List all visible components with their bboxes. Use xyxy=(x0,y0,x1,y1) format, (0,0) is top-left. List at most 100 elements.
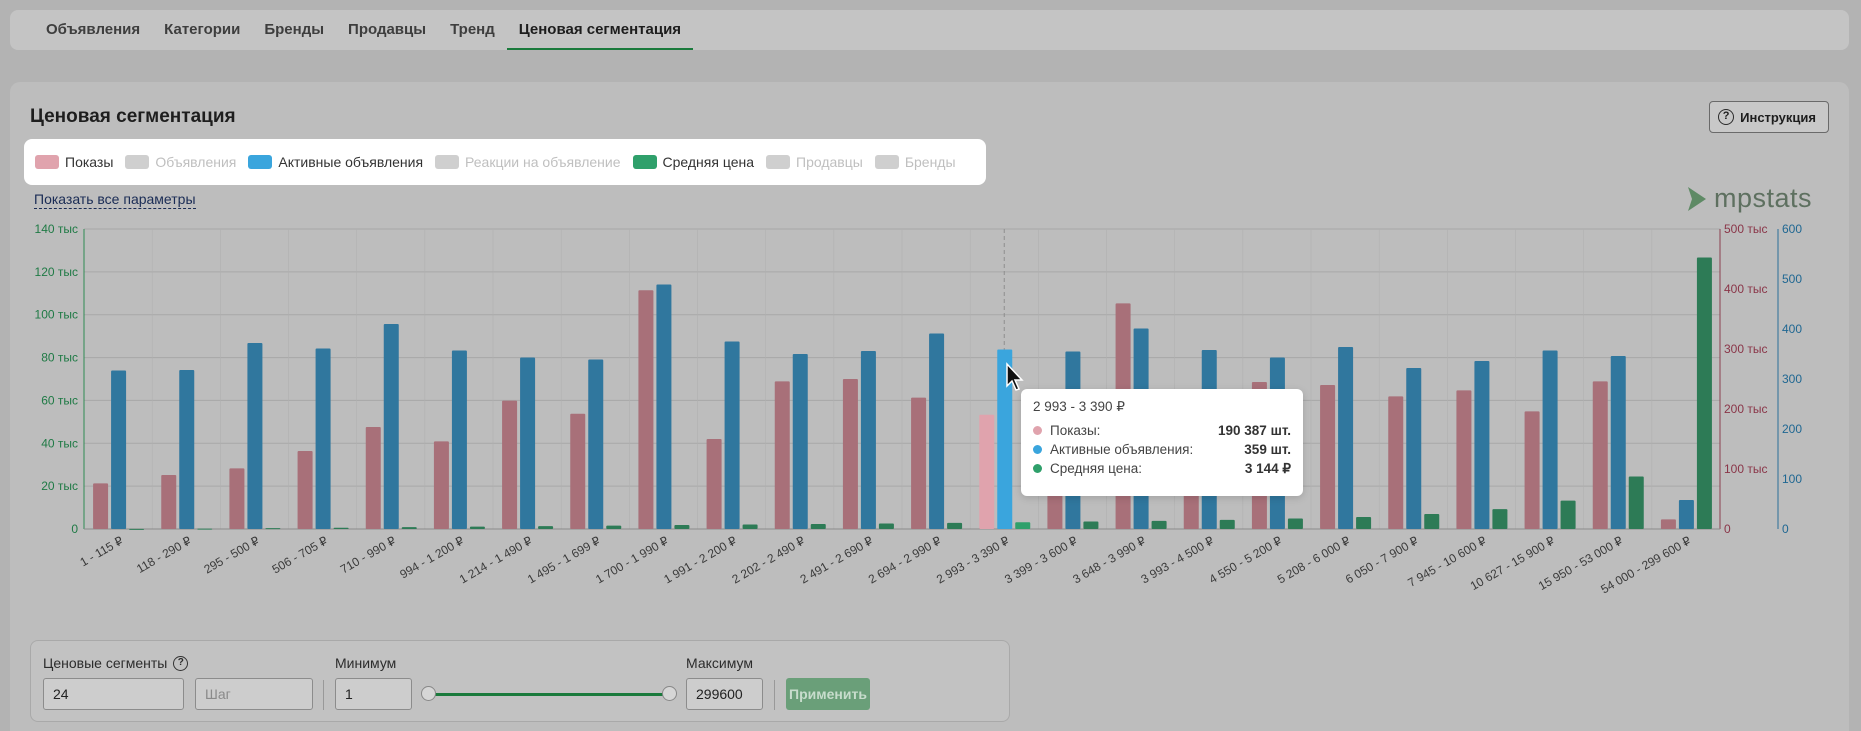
series-views-bar xyxy=(911,397,927,529)
range-slider-min-handle[interactable] xyxy=(421,686,436,701)
min-input[interactable] xyxy=(335,678,412,710)
tooltip-dot xyxy=(1033,445,1042,454)
question-icon[interactable]: ? xyxy=(173,655,189,671)
x-tick-label: 2 993 - 3 390 ₽ xyxy=(934,533,1012,586)
legend-item-views[interactable]: Показы xyxy=(35,154,113,170)
legend-item-avg-price[interactable]: Средняя цена xyxy=(632,154,755,170)
step-input[interactable] xyxy=(195,678,313,710)
legend-item-brands[interactable]: Бренды xyxy=(874,154,956,170)
x-tick-label: 1 - 115 ₽ xyxy=(78,533,126,569)
price-segmentation-chart: 0 20 тыс 40 тыс 60 тыс 80 тыс 100 тыс 120 тыс 1… xyxy=(35,222,1803,596)
series-views-bar xyxy=(1320,385,1336,529)
series-active-ads-bar xyxy=(1474,361,1490,529)
series-views-bar xyxy=(638,290,654,529)
show-all-params-link[interactable]: Показать все параметры xyxy=(34,191,196,209)
segments-input[interactable] xyxy=(43,678,184,710)
segments-label-text: Ценовые сегменты xyxy=(43,655,168,671)
series-views-bar xyxy=(365,427,381,529)
segments-label: Ценовые сегменты ? xyxy=(43,655,189,671)
instruction-button[interactable]: ? Инструкция xyxy=(1709,101,1829,133)
y-left-tick-label: 20 тыс xyxy=(41,479,78,493)
x-tick-label: 2 694 - 2 990 ₽ xyxy=(866,533,944,586)
tooltip-dot xyxy=(1033,426,1042,435)
x-tick-label: 3 648 - 3 990 ₽ xyxy=(1070,533,1148,586)
series-views-bar xyxy=(1388,396,1404,529)
legend-item-reactions[interactable]: Реакции на объявление xyxy=(435,154,621,170)
tooltip-row-avg-price: Средняя цена: 3 144 ₽ xyxy=(1033,459,1291,478)
tab-categories[interactable]: Категории xyxy=(164,21,241,38)
y-left-tick-label: 140 тыс xyxy=(35,222,78,236)
logo-text: mpstats xyxy=(1714,183,1813,213)
y-left-tick-label: 60 тыс xyxy=(41,393,78,407)
x-tick-label: 3 399 - 3 600 ₽ xyxy=(1002,533,1080,586)
series-avg-price-bar xyxy=(1356,516,1372,529)
legend-swatch xyxy=(632,155,657,169)
series-views-bar xyxy=(229,468,245,529)
series-active-ads-bar xyxy=(929,333,945,529)
x-tick-label: 4 550 - 5 200 ₽ xyxy=(1207,533,1285,586)
max-input[interactable] xyxy=(686,678,763,710)
series-avg-price-bar xyxy=(1083,521,1099,529)
range-slider-max-handle[interactable] xyxy=(662,686,677,701)
y-left-tick-label: 100 тыс xyxy=(35,308,78,322)
y-left-tick-label: 120 тыс xyxy=(35,265,78,279)
y-left-tick-label: 40 тыс xyxy=(41,436,78,450)
y-right2-tick-label: 200 xyxy=(1782,422,1802,436)
divider xyxy=(323,680,324,710)
tooltip-label: Средняя цена: xyxy=(1050,461,1142,476)
y-right1-tick-label: 100 тыс xyxy=(1724,462,1767,476)
top-tabs: Объявления Категории Бренды Продавцы Тре… xyxy=(10,10,1849,50)
range-slider-track[interactable] xyxy=(429,693,669,696)
legend-label: Активные объявления xyxy=(278,154,424,170)
legend-label: Показы xyxy=(65,154,114,170)
min-label: Минимум xyxy=(335,655,397,671)
tab-price-segmentation[interactable]: Ценовая сегментация xyxy=(506,10,694,50)
x-tick-label: 295 - 500 ₽ xyxy=(201,533,262,576)
y-right1-tick-label: 300 тыс xyxy=(1724,342,1767,356)
series-active-ads-bar xyxy=(1406,368,1422,529)
tooltip-value: 190 387 шт. xyxy=(1218,423,1291,438)
series-active-ads-bar xyxy=(451,350,467,529)
x-tick-label: 506 - 705 ₽ xyxy=(270,533,331,576)
x-tick-label: 1 700 - 1 990 ₽ xyxy=(593,533,671,586)
series-avg-price-bar xyxy=(401,527,417,529)
tab-sellers[interactable]: Продавцы xyxy=(348,21,427,38)
question-icon: ? xyxy=(1718,109,1735,125)
x-tick-label: 5 208 - 6 000 ₽ xyxy=(1275,533,1353,586)
series-views-bar xyxy=(1592,381,1608,529)
x-tick-label: 1 214 - 1 490 ₽ xyxy=(457,533,535,586)
x-tick-label: 3 993 - 4 500 ₽ xyxy=(1138,533,1216,586)
series-active-ads-bar xyxy=(656,284,672,529)
legend-label: Объявления xyxy=(155,154,237,170)
series-avg-price-bar xyxy=(1492,509,1508,529)
logo-icon xyxy=(1688,186,1706,211)
series-views-bar xyxy=(502,400,518,529)
mouse-cursor-icon xyxy=(1006,362,1024,391)
series-avg-price-bar xyxy=(333,527,349,529)
series-avg-price-bar xyxy=(469,526,485,529)
x-tick-label: 1 991 - 2 200 ₽ xyxy=(661,533,739,586)
mpstats-logo: mpstats xyxy=(1686,183,1812,214)
series-active-ads-bar xyxy=(315,348,331,529)
apply-button[interactable]: Применить xyxy=(786,678,870,710)
tooltip-title: 2 993 - 3 390 ₽ xyxy=(1033,399,1125,414)
series-avg-price-bar xyxy=(674,525,690,529)
series-views-bar xyxy=(433,441,449,529)
legend-item-sellers[interactable]: Продавцы xyxy=(766,154,863,170)
series-avg-price-bar xyxy=(129,528,145,530)
series-avg-price-bar xyxy=(265,528,281,530)
x-tick-label: 2 202 - 2 490 ₽ xyxy=(729,533,807,586)
series-views-bar xyxy=(570,413,586,529)
tooltip-dot xyxy=(1033,464,1042,473)
legend-label: Бренды xyxy=(904,154,956,170)
tab-ads[interactable]: Объявления xyxy=(46,21,141,38)
series-active-ads-bar xyxy=(860,351,876,529)
legend-item-active-ads[interactable]: Активные объявления xyxy=(248,154,423,170)
tooltip-label: Показы: xyxy=(1050,423,1101,438)
tab-trend[interactable]: Тренд xyxy=(450,21,495,38)
tab-brands[interactable]: Бренды xyxy=(264,21,325,38)
y-right2-tick-label: 300 xyxy=(1782,372,1802,386)
legend-item-ads[interactable]: Объявления xyxy=(125,154,236,170)
legend-label: Средняя цена xyxy=(662,154,755,170)
series-active-ads-bar xyxy=(997,349,1013,529)
